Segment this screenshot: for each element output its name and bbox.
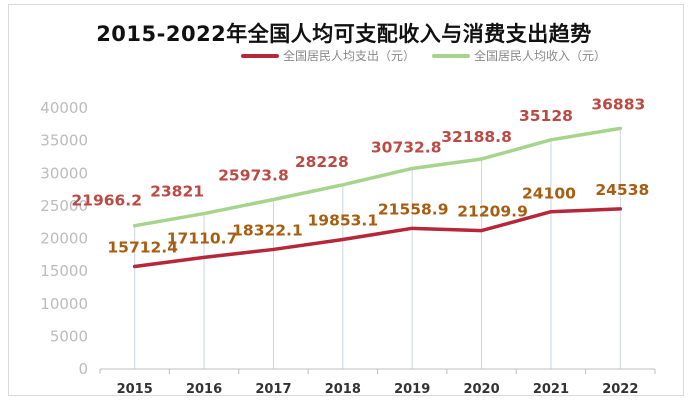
y-tick-label: 25000	[40, 197, 88, 215]
data-label-expense: 19853.1	[308, 211, 379, 229]
legend-swatch-expense	[241, 53, 279, 58]
data-label-expense: 17110.7	[167, 229, 238, 247]
y-tick-label: 0	[78, 360, 88, 378]
y-tick-label: 10000	[40, 295, 88, 313]
data-label-income: 28228	[295, 153, 349, 171]
data-label-expense: 21558.9	[378, 200, 449, 218]
series-line-expense	[132, 207, 623, 269]
legend-label-income: 全国居民人均收入（元）	[474, 49, 607, 63]
chart-frame	[8, 4, 684, 396]
x-tick-label: 2019	[394, 382, 430, 397]
x-tick-label: 2016	[186, 382, 222, 397]
y-tick-label: 20000	[40, 230, 88, 248]
data-label-expense: 24538	[595, 181, 649, 199]
x-tick-label: 2022	[602, 382, 638, 397]
x-tick-label: 2018	[325, 382, 361, 397]
data-label-expense: 24100	[522, 185, 576, 203]
chart-legend: 全国居民人均支出（元） 全国居民人均收入（元）	[0, 47, 688, 67]
x-tick-label: 2017	[255, 382, 291, 397]
data-label-income: 21966.2	[71, 192, 142, 210]
data-label-expense: 15712.4	[107, 238, 178, 256]
data-label-income: 35128	[519, 107, 573, 125]
data-label-expense: 21209.9	[457, 203, 528, 221]
legend-label-expense: 全国居民人均支出（元）	[283, 49, 416, 63]
data-label-income: 30732.8	[371, 138, 442, 156]
data-label-income: 36883	[591, 95, 645, 113]
y-tick-label: 35000	[40, 132, 88, 150]
y-tick-label: 15000	[40, 262, 88, 280]
legend-item-expense: 全国居民人均支出（元）	[241, 47, 415, 64]
data-label-expense: 18322.1	[232, 221, 303, 239]
legend-item-income: 全国居民人均收入（元）	[432, 47, 606, 64]
series-line-income	[132, 126, 623, 228]
data-label-income: 23821	[150, 183, 204, 201]
data-label-income: 25973.8	[218, 167, 289, 185]
y-tick-label: 5000	[50, 327, 88, 345]
chart-title: 2015-2022年全国人均可支配收入与消费支出趋势	[96, 22, 592, 46]
y-tick-label: 40000	[40, 99, 88, 117]
legend-swatch-income	[432, 53, 470, 58]
x-tick-label: 2020	[463, 382, 499, 397]
data-label-income: 32188.8	[441, 128, 512, 146]
x-tick-label: 2021	[533, 382, 569, 397]
x-tick-label: 2015	[117, 382, 153, 397]
y-tick-label: 30000	[40, 164, 88, 182]
